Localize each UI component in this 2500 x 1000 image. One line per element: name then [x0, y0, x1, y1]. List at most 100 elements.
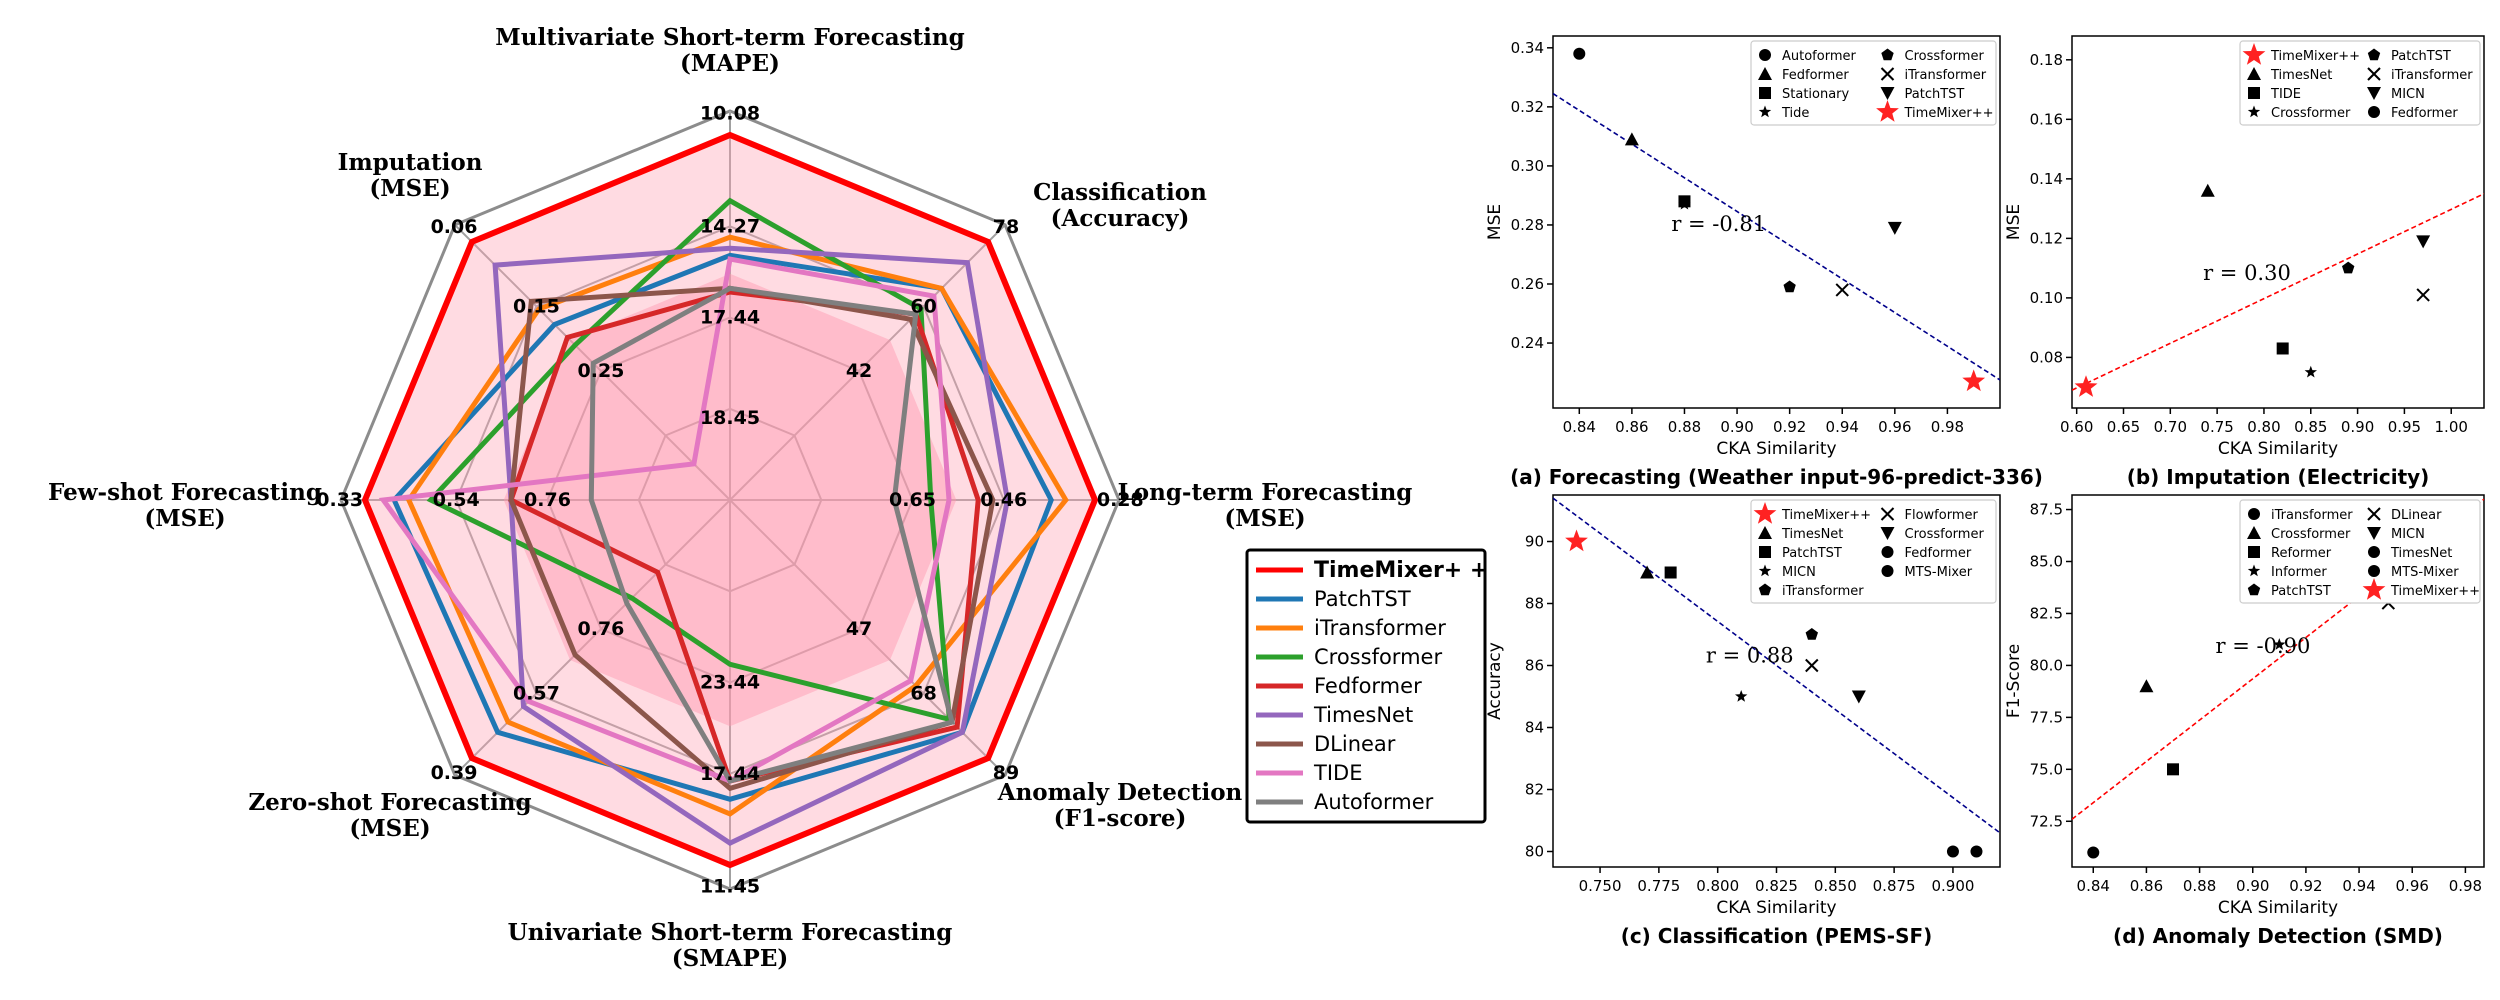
scatter-legend-label: iTransformer [1782, 584, 1864, 599]
x-tick-label: 0.800 [1696, 877, 1739, 895]
scatter-point-timesnet [2200, 183, 2215, 197]
scatter-point-fedformer [2368, 106, 2380, 118]
radar-tick-label: 0.06 [431, 216, 478, 238]
radar-tick-label: 23.44 [700, 672, 760, 694]
scatter-legend-label: MICN [2391, 87, 2425, 102]
radar-line-timesnet [492, 245, 1010, 846]
radar-axis-title: Classification (Accuracy) [1033, 179, 1207, 232]
radar-tick-label: 0.57 [513, 683, 560, 705]
radar-tick-label: 0.15 [513, 295, 560, 317]
scatter-legend-label: Crossformer [2271, 527, 2351, 542]
radar-axis-title: Multivariate Short-term Forecasting (MAPE… [495, 24, 964, 77]
radar-tick-label: 0.76 [524, 489, 571, 511]
radar-chart: 17.44 14.27 10.08 42 60 78 0.65 0.46 0.28 47 68 89 2… [48, 24, 1412, 972]
scatter-legend-item: Fedformer [2368, 106, 2458, 121]
scatter-panel-forecasting: 0.84 0.86 0.88 0.90 0.92 0.94 0.96 0.98 0.24 0.26… [1485, 35, 2043, 489]
x-tick-label: 0.900 [1931, 877, 1974, 895]
y-tick-label: 0.26 [1511, 275, 1544, 293]
scatter-point-crossformer [1851, 690, 1866, 704]
scatter-legend-item: Crossformer [1881, 48, 1984, 64]
radar-axis-title: Imputation (MSE) [338, 149, 483, 202]
scatter-point-tide [2276, 342, 2289, 355]
scatter-legend-label: MTS-Mixer [1905, 565, 1973, 580]
scatter-legend-item: Crossformer [1880, 527, 1985, 542]
x-tick-label: 0.96 [2396, 877, 2429, 895]
y-tick-label: 0.34 [1511, 39, 1544, 57]
scatter-point-timemixerpp [1876, 100, 1899, 122]
scatter-point-crossformer [2247, 105, 2261, 118]
correlation-annotation: r = 0.88 [1706, 643, 1794, 667]
scatter-panel-anomaly: 0.84 0.86 0.88 0.90 0.92 0.94 0.96 0.98 72.5 75.0… [2004, 494, 2485, 948]
scatter-legend-label: Crossformer [1905, 527, 1985, 542]
scatter-legend-label: PatchTST [2391, 49, 2451, 64]
scatter-point-crossformer [2247, 526, 2261, 539]
scatter-point-micn [2367, 527, 2381, 540]
scatter-legend-item: DLinear [2367, 507, 2442, 523]
scatter-point-timesnet [2368, 546, 2380, 558]
scatter-point-micn [1758, 564, 1772, 577]
regression-line [2072, 193, 2484, 391]
scatter-legend-label: Fedformer [1782, 68, 1849, 83]
scatter-point-informer [2273, 638, 2286, 650]
scatter-legend-label: MICN [2391, 527, 2425, 542]
scatter-legend-label: Informer [2271, 565, 2327, 580]
scatter-point-itransformer [2248, 508, 2260, 520]
x-axis-label: CKA Similarity [1716, 439, 1836, 459]
scatter-point-patchtst [1880, 87, 1895, 100]
scatter-point-itransformer [1805, 628, 1818, 640]
radar-tick-label: 0.25 [578, 360, 625, 382]
radar-line-autoformer [588, 285, 956, 784]
y-tick-label: 88 [1525, 595, 1544, 613]
scatter-point-itransformer [1880, 67, 1895, 81]
radar-tick-label: 0.46 [980, 489, 1027, 511]
y-tick-label: 77.5 [2030, 708, 2063, 726]
radar-tick-label: 0.39 [431, 762, 478, 784]
scatter-legend-item: Autoformer [1759, 49, 1856, 64]
x-tick-label: 0.775 [1637, 877, 1680, 895]
radar-tick-label: 60 [910, 295, 936, 317]
scatter-point-flowformer [1880, 507, 1895, 521]
scatter-point-reformer [2167, 763, 2180, 776]
scatter-legend-box [2239, 499, 2481, 604]
y-tick-label: 0.12 [2030, 229, 2063, 247]
scatter-point-itransformer [2367, 67, 2381, 81]
scatter-legend-label: TimesNet [1781, 527, 1843, 542]
scatter-point-autoformer [1759, 49, 1771, 61]
scatter-title: (c) Classification (PEMS-SF) [1621, 924, 1933, 948]
scatter-legend-item: iTransformer [1880, 67, 1987, 83]
x-axis-label: CKA Similarity [2218, 439, 2338, 459]
scatter-point-flowformer [1805, 658, 1819, 673]
scatter-points [1573, 47, 1986, 392]
scatter-legend-item: Fedformer [1758, 67, 1849, 83]
legend-label: PatchTST [1314, 587, 1411, 611]
scatter-legend-label: PatchTST [2271, 584, 2331, 599]
x-tick-label: 0.75 [2200, 418, 2233, 436]
scatter-legend-label: PatchTST [1782, 546, 1842, 561]
scatter-point-timemixerpp [2074, 375, 2098, 397]
x-tick-label: 0.90 [1720, 418, 1753, 436]
radar-tick-label: 68 [910, 683, 936, 705]
scatter-point-informer [2247, 564, 2261, 577]
x-tick-label: 0.88 [2183, 877, 2216, 895]
regression-line [1553, 497, 2000, 834]
scatter-point-itransformer [2416, 288, 2430, 302]
y-tick-label: 82.5 [2030, 604, 2063, 622]
scatter-legend-item: TimeMixer++ [1753, 502, 1871, 524]
x-axis-label: CKA Similarity [1716, 898, 1836, 918]
scatter-point-timesnet [2247, 67, 2261, 80]
scatter-legend-item: MICN [2367, 87, 2425, 102]
x-tick-label: 0.80 [2247, 418, 2280, 436]
correlation-annotation: r = -0.90 [2216, 634, 2311, 658]
scatter-legend-box [1750, 499, 1997, 604]
scatter-legend-item: iTransformer [1758, 583, 1864, 599]
scatter-point-timesnet [1640, 565, 1655, 579]
scatter-legend-box [1750, 40, 1997, 126]
x-tick-label: 0.92 [1773, 418, 1806, 436]
scatter-point-mts-mixer [2368, 565, 2380, 577]
scatter-legend-box [2239, 40, 2481, 126]
scatter-point-timesnet [1758, 526, 1772, 539]
radar-tick-label: 47 [846, 618, 872, 640]
radar-line-crossformer [426, 197, 953, 723]
y-tick-label: 0.10 [2030, 289, 2063, 307]
